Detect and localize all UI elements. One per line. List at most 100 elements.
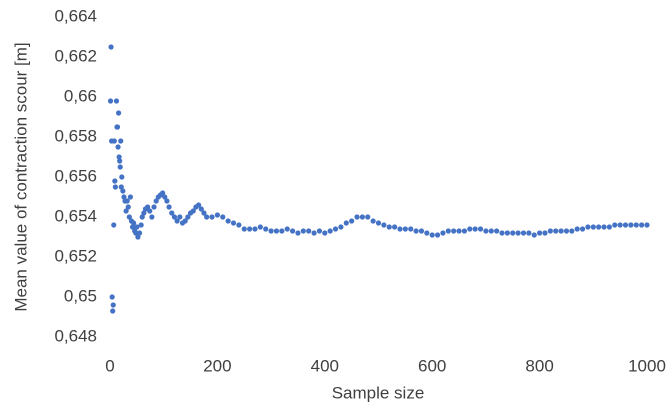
point (273, 228, 280, 234)
point (160, 190, 166, 196)
point (230, 220, 237, 226)
point (370, 218, 376, 224)
point (162, 194, 168, 200)
point (311, 230, 317, 236)
point (201, 210, 207, 216)
point (622, 222, 629, 228)
point (579, 226, 586, 232)
point (177, 214, 183, 220)
point (526, 230, 532, 236)
y-tick-label: 0,662 (54, 46, 97, 65)
point (113, 98, 120, 104)
y-tick-label: 0,66 (64, 86, 97, 105)
point (306, 228, 312, 234)
point (134, 224, 140, 230)
point (111, 222, 117, 228)
point (196, 202, 202, 208)
y-tick-label: 0,648 (54, 326, 97, 345)
y-tick-label: 0,65 (64, 286, 97, 305)
y-tick-label: 0,656 (54, 166, 97, 185)
point (153, 198, 159, 204)
x-tick-label: 200 (203, 356, 231, 375)
point (397, 226, 403, 232)
point (115, 144, 121, 150)
point (141, 210, 147, 216)
point (531, 232, 537, 238)
point (467, 226, 473, 232)
point (118, 138, 124, 144)
point (349, 218, 355, 224)
y-tick-label: 0,652 (54, 246, 97, 265)
point (590, 224, 596, 230)
point (569, 228, 575, 234)
point (117, 164, 123, 170)
point (135, 234, 141, 240)
point (119, 174, 125, 180)
point (494, 228, 500, 234)
x-tick-label: 0 (105, 356, 114, 375)
point (375, 220, 382, 226)
point (110, 308, 116, 314)
point (284, 226, 290, 232)
point (190, 208, 196, 214)
point (164, 198, 170, 204)
x-tick-label: 1000 (628, 356, 666, 375)
point (451, 228, 457, 234)
point (151, 204, 157, 210)
point (606, 224, 613, 230)
point (204, 214, 210, 220)
point (472, 226, 478, 232)
point (343, 220, 349, 226)
point (381, 222, 387, 228)
point (133, 230, 139, 236)
point (434, 232, 441, 238)
y-tick-label: 0,654 (54, 206, 97, 225)
point (639, 222, 645, 228)
point (124, 198, 130, 204)
point (408, 226, 414, 232)
point (440, 230, 446, 236)
point (424, 230, 430, 236)
point (138, 222, 144, 228)
point (136, 230, 143, 236)
point (147, 208, 153, 214)
point (123, 208, 129, 214)
point (300, 228, 306, 234)
point (515, 230, 521, 236)
point (171, 214, 178, 220)
point (127, 194, 134, 200)
point (601, 224, 607, 230)
point (418, 228, 425, 234)
point (558, 228, 564, 234)
point (327, 228, 333, 234)
point (126, 214, 132, 220)
point (174, 218, 180, 224)
point (445, 228, 451, 234)
x-tick-label: 800 (525, 356, 553, 375)
point (644, 222, 650, 228)
point (332, 226, 339, 232)
y-tick-label: 0,664 (54, 6, 97, 25)
point (392, 224, 398, 230)
point (456, 228, 462, 234)
point (125, 204, 131, 210)
point (118, 184, 124, 190)
point (322, 230, 328, 236)
point (461, 228, 468, 234)
point (144, 204, 151, 210)
point (537, 230, 543, 236)
point (117, 158, 123, 164)
point (185, 214, 191, 220)
point (116, 154, 122, 160)
point (268, 228, 274, 234)
point (429, 232, 435, 238)
x-axis-label: Sample size (332, 383, 425, 402)
point (316, 228, 323, 234)
point (563, 228, 570, 234)
point (510, 230, 516, 236)
point (129, 224, 136, 230)
point (107, 98, 114, 104)
point (131, 220, 137, 226)
point (617, 222, 623, 228)
point (111, 138, 117, 144)
